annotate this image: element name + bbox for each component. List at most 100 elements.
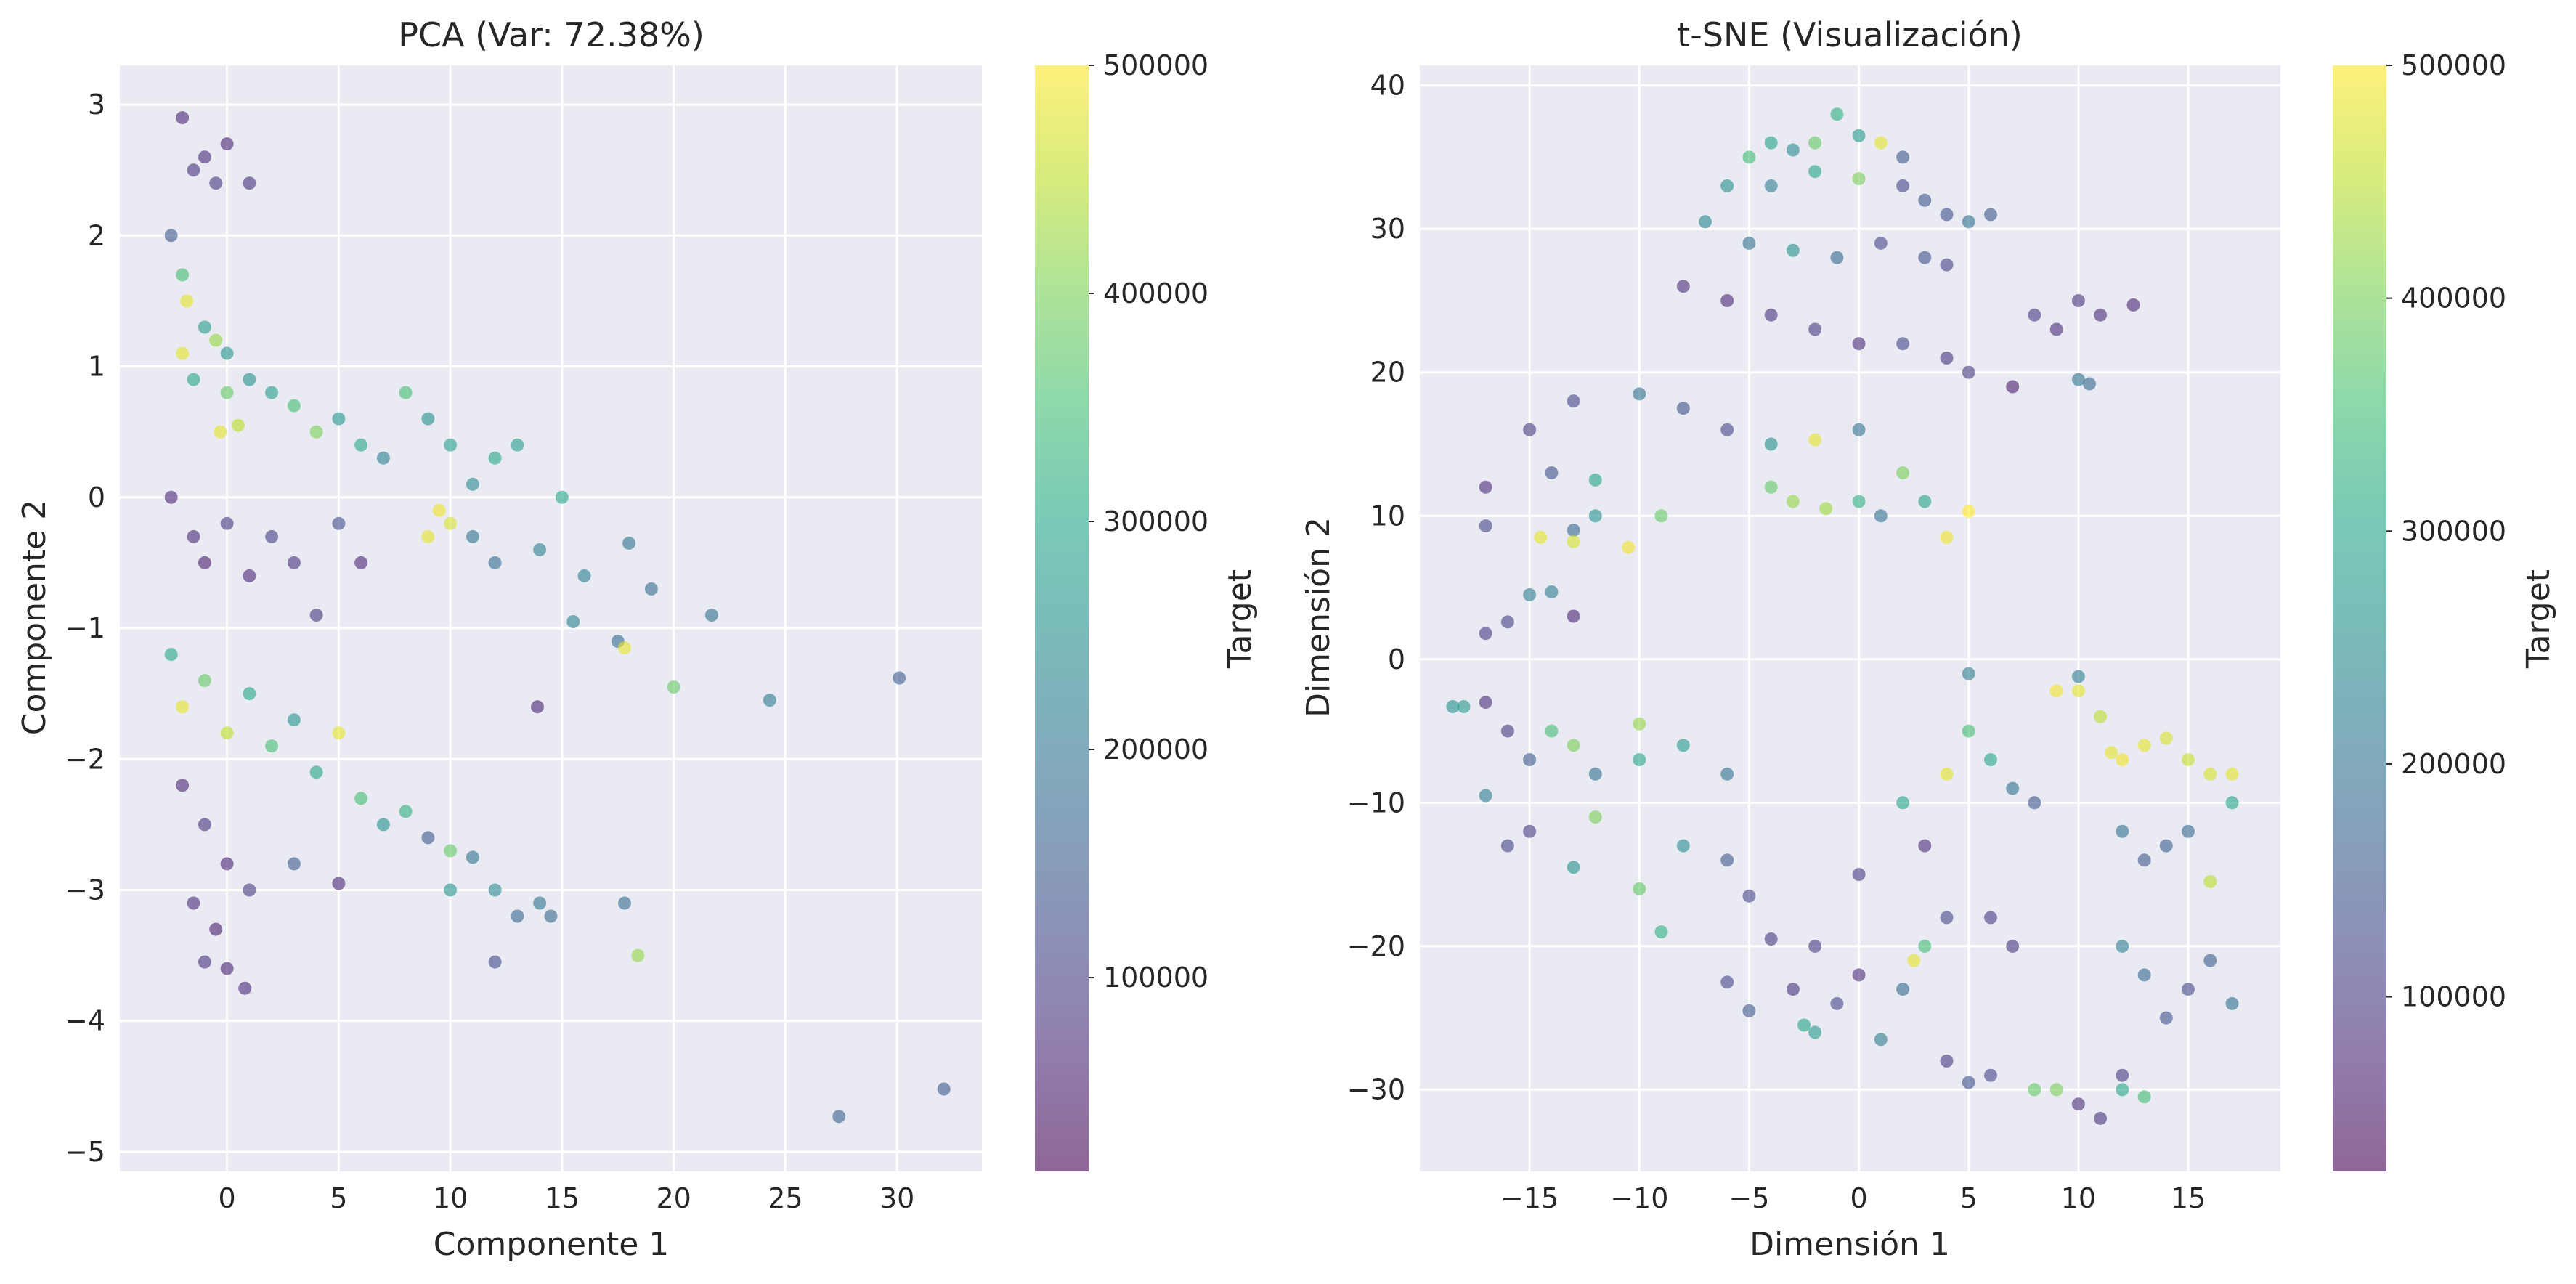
pca-point: [618, 641, 631, 655]
tsne-point: [1786, 243, 1800, 257]
tsne-point: [1720, 294, 1734, 307]
pca-point: [704, 609, 718, 622]
tsne-point: [1808, 165, 1822, 179]
pca-colorbar-tick-label: 500000: [1103, 49, 1208, 81]
tsne-plot-area: [1420, 65, 2280, 1171]
pca-x-tick-label: 0: [219, 1182, 236, 1214]
tsne-point: [1808, 136, 1822, 150]
tsne-point: [2028, 308, 2041, 322]
pca-point: [176, 700, 190, 714]
pca-point: [466, 850, 479, 864]
pca-grid: [120, 65, 982, 1171]
pca-point: [287, 713, 301, 727]
tsne-point: [1940, 258, 1954, 272]
pca-point: [533, 543, 547, 556]
tsne-y-tick-label: 40: [1370, 70, 1405, 102]
tsne-point: [1984, 1068, 1997, 1082]
pca-point: [198, 955, 211, 969]
tsne-x-tick-labels: −15 −10 −5 0 5 10 15: [1500, 1182, 2206, 1214]
tsne-point: [1797, 1018, 1811, 1032]
tsne-point: [1479, 696, 1492, 710]
tsne-point: [1654, 509, 1668, 523]
tsne-point: [1918, 495, 1932, 508]
pca-point: [198, 818, 211, 832]
pca-colorbar: [1035, 65, 1089, 1171]
tsne-point: [2006, 380, 2020, 394]
tsne-point: [1534, 530, 1548, 544]
pca-point: [488, 955, 502, 969]
tsne-x-tick-label: −5: [1728, 1182, 1769, 1214]
tsne-point: [2094, 1111, 2108, 1125]
tsne-point: [1588, 473, 1602, 487]
tsne-point: [1633, 753, 1646, 767]
tsne-point: [1786, 983, 1800, 996]
pca-point: [531, 700, 544, 714]
pca-point: [176, 779, 190, 792]
tsne-point: [2137, 739, 2151, 752]
tsne-panel: t-SNE (Visualización) −15 −10 −5 0 5 10 15 −30…: [1300, 15, 2557, 1263]
pca-y-tick-label: 1: [88, 351, 105, 383]
pca-point: [220, 137, 234, 151]
pca-point: [220, 962, 234, 975]
tsne-point: [1808, 433, 1822, 447]
pca-point: [421, 831, 435, 845]
tsne-point: [2225, 767, 2239, 781]
tsne-colorbar-tick-label: 300000: [2401, 515, 2506, 547]
tsne-y-axis-label: Dimensión 2: [1300, 517, 1337, 718]
pca-point: [544, 909, 558, 923]
tsne-point: [2225, 796, 2239, 810]
tsne-point: [1633, 717, 1646, 731]
tsne-point: [1918, 839, 1932, 853]
tsne-point: [1545, 585, 1559, 598]
tsne-point: [2126, 298, 2140, 312]
tsne-point: [1940, 911, 1954, 925]
tsne-point: [1852, 129, 1866, 142]
tsne-point: [1852, 968, 1866, 982]
tsne-point: [1720, 767, 1734, 781]
pca-point: [354, 438, 368, 452]
tsne-point: [1523, 824, 1537, 838]
pca-point: [444, 516, 458, 530]
tsne-point: [1984, 911, 1997, 925]
tsne-point: [1962, 1076, 1975, 1089]
pca-x-tick-label: 20: [656, 1182, 691, 1214]
tsne-point: [1764, 480, 1778, 494]
pca-point: [180, 294, 194, 308]
pca-point: [187, 163, 200, 177]
tsne-point: [1896, 796, 1910, 810]
tsne-point: [2203, 954, 2217, 967]
tsne-point: [1830, 107, 1844, 121]
tsne-point: [2159, 839, 2173, 853]
pca-y-tick-label: 2: [88, 219, 105, 251]
tsne-point: [2049, 322, 2063, 336]
tsne-point: [1874, 509, 1888, 523]
tsne-colorbar-tick-label: 100000: [2401, 981, 2506, 1013]
tsne-point: [1940, 767, 1954, 781]
tsne-point: [1808, 322, 1822, 336]
tsne-x-tick-label: −10: [1610, 1182, 1668, 1214]
tsne-y-tick-label: −10: [1347, 787, 1405, 818]
tsne-y-tick-label: −20: [1347, 930, 1405, 962]
pca-panel: PCA (Var: 72.38%) 0 5 10 15 20 25 30 −5−4−3−2−…: [16, 15, 1259, 1263]
tsne-point: [1918, 251, 1932, 264]
pca-point: [399, 805, 413, 818]
pca-point: [243, 569, 256, 582]
tsne-point: [2116, 1083, 2129, 1097]
tsne-point: [2137, 853, 2151, 867]
tsne-point: [1962, 505, 1975, 519]
tsne-x-tick-label: −15: [1500, 1182, 1559, 1214]
tsne-point: [2116, 1068, 2129, 1082]
pca-point: [198, 150, 211, 164]
tsne-y-tick-labels: −30 −20 −10 0 10 20 30 40: [1347, 70, 1405, 1106]
tsne-point: [1567, 861, 1580, 874]
tsne-point: [1940, 530, 1954, 544]
tsne-point: [1984, 753, 1997, 767]
pca-y-axis-label: Componente 2: [16, 500, 53, 736]
tsne-point: [1523, 753, 1537, 767]
tsne-point: [2028, 796, 2041, 810]
pca-point: [309, 425, 323, 439]
pca-colorbar-tick-label: 200000: [1103, 734, 1208, 765]
tsne-point: [1567, 739, 1580, 752]
pca-point: [432, 503, 446, 517]
tsne-point: [1896, 150, 1910, 164]
